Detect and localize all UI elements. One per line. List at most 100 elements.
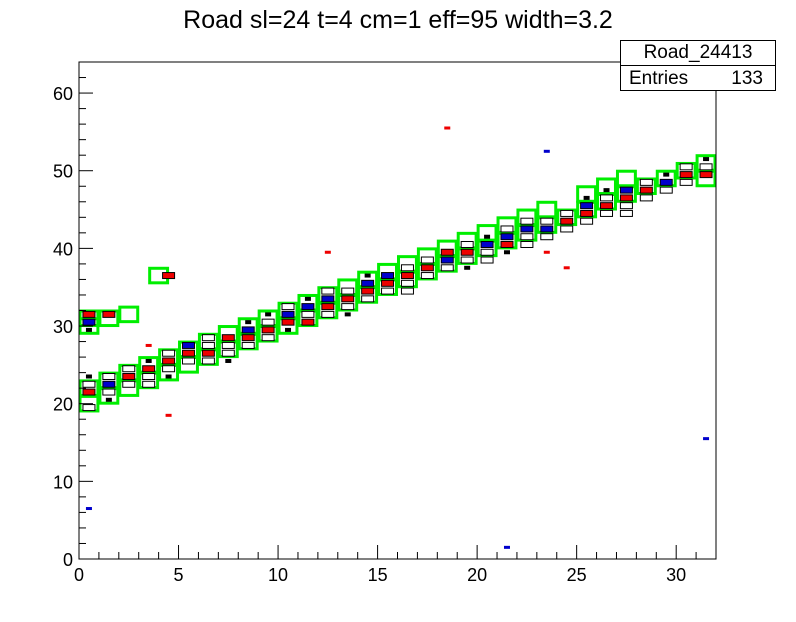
hit-point-13 [142,365,156,373]
hit-point-39 [281,318,295,326]
hit-point-81 [500,233,514,241]
stats-entries-row: Entries 133 [621,66,775,91]
hit-point-115 [699,163,713,171]
hit-point-44 [301,303,315,311]
hit-point-129 [543,250,550,254]
hit-point-124 [165,413,172,417]
hit-point-117 [85,327,92,332]
hit-point-105 [639,194,653,202]
hit-point-98 [600,202,614,210]
hit-point-122 [85,507,92,511]
hit-point-29 [221,334,235,342]
hit-point-22 [201,357,215,365]
hit-point-78 [484,234,491,239]
hit-point-50 [344,312,351,317]
hit-point-36 [261,318,275,326]
hit-point-42 [301,318,315,326]
hit-point-71 [464,265,471,270]
hit-point-56 [361,279,375,287]
hit-point-55 [361,287,375,295]
hit-point-74 [460,240,474,248]
x-tick-label: 0 [74,565,84,585]
hit-point-75 [480,256,494,264]
hit-point-125 [324,250,331,254]
hit-point-26 [225,358,232,363]
hit-point-83 [520,240,534,248]
hit-point-104 [619,186,633,194]
hit-point-4 [105,397,112,402]
hit-point-108 [659,186,673,194]
axes-layer: 0 5 10 15 20 25 30 0 10 20 30 40 50 60 [53,61,717,585]
hit-point-91 [560,217,574,225]
hit-point-2 [82,380,96,388]
hit-point-14 [145,358,152,363]
hit-point-94 [580,209,594,217]
hit-point-96 [583,195,590,200]
hit-point-68 [440,264,454,272]
hit-point-6 [102,380,116,388]
hit-point-65 [420,272,434,280]
hit-point-97 [600,209,614,217]
y-tick-label: 20 [53,395,73,415]
hit-point-92 [560,209,574,217]
hit-point-8 [122,380,136,388]
hit-point-67 [420,256,434,264]
hit-point-33 [245,320,252,325]
hit-point-10 [122,365,136,373]
hit-point-127 [503,545,510,549]
hit-point-72 [460,256,474,264]
hit-point-51 [341,303,355,311]
hit-point-121 [162,272,176,280]
road-boxes-layer [78,154,717,413]
hit-point-37 [265,312,272,317]
stats-histogram-name: Road_24413 [621,41,775,66]
hit-point-49 [321,287,335,295]
hit-point-20 [181,349,195,357]
stats-entries-value: 133 [731,68,763,89]
hit-point-85 [520,225,534,233]
y-tick-label: 50 [53,162,73,182]
hit-point-25 [201,334,215,342]
hit-point-119 [82,310,96,318]
hit-point-47 [321,303,335,311]
hit-point-45 [304,296,311,301]
hit-point-102 [619,202,633,210]
hit-point-99 [600,194,614,202]
hit-point-107 [639,178,653,186]
hit-point-64 [400,264,414,272]
hit-point-110 [663,172,670,177]
hit-point-23 [201,349,215,357]
hit-point-5 [102,388,116,396]
hit-point-101 [619,209,633,217]
hit-point-9 [122,373,136,381]
hit-point-114 [699,171,713,179]
hit-point-31 [241,334,255,342]
y-tick-label: 0 [63,550,73,570]
hit-point-100 [603,188,610,193]
road-box-41 [476,224,498,242]
hit-point-120 [102,310,116,318]
x-tick-label: 25 [567,565,587,585]
hit-point-131 [703,437,710,441]
hit-point-16 [162,365,176,373]
hit-point-15 [165,374,172,379]
x-tick-label: 15 [368,565,388,585]
y-tick-label: 60 [53,84,73,104]
hit-point-57 [364,273,371,278]
y-tick-label: 10 [53,472,73,492]
x-tick-label: 5 [174,565,184,585]
hit-point-73 [460,248,474,256]
road-box-63 [118,305,140,324]
hit-point-123 [145,343,152,347]
hit-point-87 [540,233,554,241]
hit-point-89 [540,217,554,225]
road-box-52 [596,177,617,196]
hit-point-86 [520,217,534,225]
hit-point-54 [361,295,375,303]
hit-point-103 [619,194,633,202]
hit-point-32 [241,326,255,334]
hit-point-24 [201,341,215,349]
hit-point-17 [162,357,176,365]
hit-point-7 [102,373,116,381]
hit-point-12 [142,373,156,381]
